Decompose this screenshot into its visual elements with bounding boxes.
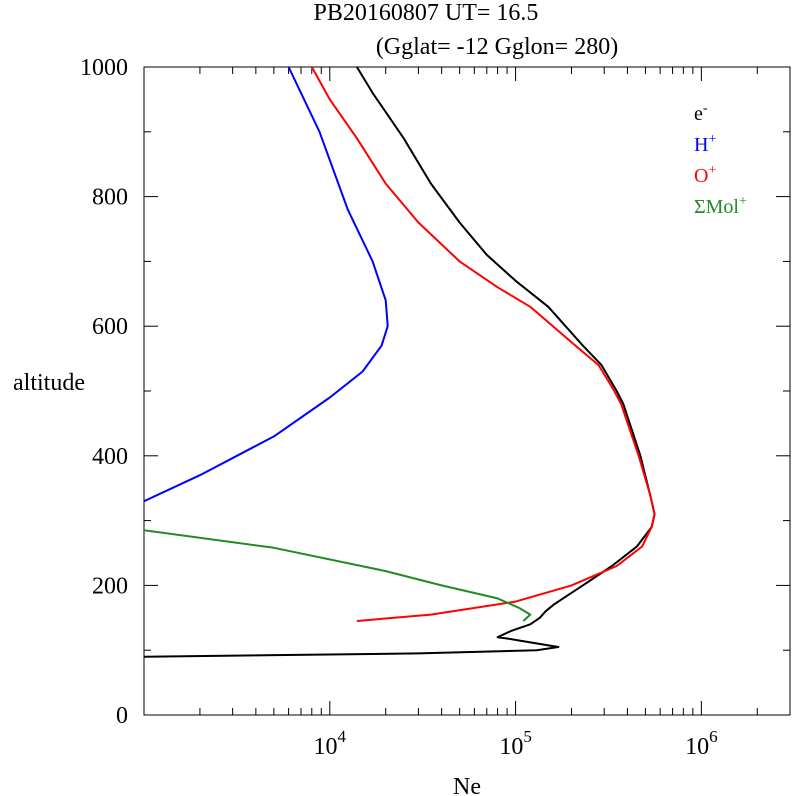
y-tick-label: 0 xyxy=(116,703,128,729)
y-tick-label: 200 xyxy=(92,573,128,599)
y-tick-label: 1000 xyxy=(80,55,128,81)
chart-title-line1: PB20160807 UT= 16.5 xyxy=(314,0,539,26)
y-axis-label: altitude xyxy=(13,370,85,396)
y-tick-label: 400 xyxy=(92,444,128,470)
series-line-mol xyxy=(144,529,532,622)
x-tick-label: 104 xyxy=(314,727,347,760)
chart-title-line2: (Gglat= -12 Gglon= 280) xyxy=(376,34,618,60)
x-tick-label: 106 xyxy=(685,727,718,760)
legend: e- H+ O+ ΣMol+ xyxy=(694,101,747,218)
x-tick-label: 105 xyxy=(499,727,532,760)
series-line-e xyxy=(144,67,656,658)
x-axis-label: Ne xyxy=(453,774,481,796)
y-tick-label: 800 xyxy=(92,185,128,211)
series-layer xyxy=(144,67,656,658)
series-line-o xyxy=(310,67,656,622)
y-tick-labels: 0 200 400 600 800 1000 xyxy=(80,55,128,729)
x-tick-labels: 104 105 106 xyxy=(314,727,718,760)
legend-entry-e: e- xyxy=(694,101,708,125)
legend-entry-h: H+ xyxy=(694,132,716,156)
series-line-h xyxy=(144,67,389,503)
y-tick-label: 600 xyxy=(92,314,128,340)
axis-ticks xyxy=(143,66,791,716)
legend-entry-mol: ΣMol+ xyxy=(694,194,747,218)
legend-entry-o: O+ xyxy=(694,163,716,187)
